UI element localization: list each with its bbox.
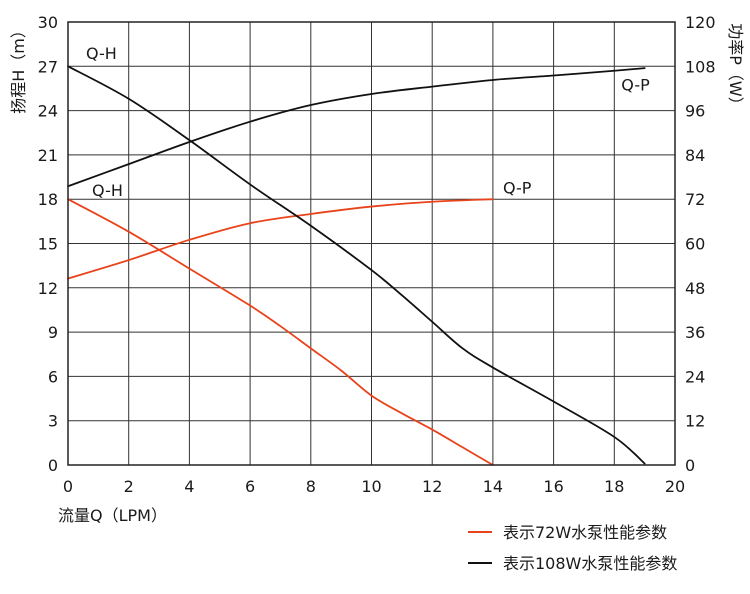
y-left-tick-label: 24 (38, 102, 58, 121)
y-right-tick-label: 84 (685, 146, 705, 165)
x-tick-label: 10 (361, 477, 381, 496)
series-line-qp-1 (67, 198, 494, 280)
series-line-qh-0 (67, 198, 494, 466)
plot-frame (67, 21, 676, 466)
y-right-tick-label: 96 (685, 102, 705, 121)
y-right-tick-label: 12 (685, 412, 705, 431)
y-left-tick-label: 15 (38, 235, 58, 254)
y-left-tick-label: 12 (38, 279, 58, 298)
y-right-tick-label: 24 (685, 367, 705, 386)
curve-label: Q-P (503, 179, 532, 198)
y-left-tick-label: 21 (38, 146, 58, 165)
x-tick-label: 2 (124, 477, 134, 496)
legend-label-108w: 表示108W水泵性能参数 (503, 554, 677, 573)
series-line-qh-2 (67, 65, 646, 465)
x-tick-label: 18 (604, 477, 624, 496)
curve-labels: Q-H Q-P Q-H Q-P (86, 44, 650, 200)
y-right-tick-label: 108 (685, 57, 716, 76)
y-right-tick-label: 36 (685, 323, 705, 342)
y-right-tick-label: 60 (685, 235, 705, 254)
x-tick-label: 0 (63, 477, 73, 496)
y-axis-left-label: 扬程H（m） (9, 22, 28, 114)
curve-label: Q-H (92, 181, 123, 200)
y-right-tick-label: 0 (685, 456, 695, 475)
y-axis-right-label: 功率P（W） (726, 23, 745, 112)
y-left-tick-label: 6 (48, 367, 58, 386)
y-left-tick-label: 0 (48, 456, 58, 475)
y-left-tick-label: 18 (38, 190, 58, 209)
y-right-tick-label: 72 (685, 190, 705, 209)
x-tick-label: 16 (543, 477, 563, 496)
x-tick-label: 20 (665, 477, 685, 496)
x-tick-label: 14 (483, 477, 503, 496)
series-line-qp-3 (67, 67, 646, 188)
x-tick-label: 6 (245, 477, 255, 496)
y-left-tick-label: 3 (48, 412, 58, 431)
legend: 表示72W水泵性能参数 表示108W水泵性能参数 (468, 523, 677, 573)
y-right-tick-label: 120 (685, 13, 716, 32)
y-left-tick-label: 30 (38, 13, 58, 32)
x-tick-label: 12 (422, 477, 442, 496)
series-lines (67, 65, 646, 466)
curve-label: Q-P (621, 75, 650, 94)
y-left-tick-label: 9 (48, 323, 58, 342)
tick-labels: 0 2 4 6 8 10 12 14 16 18 2003691215182124273001224… (38, 13, 716, 496)
y-right-tick-label: 48 (685, 279, 705, 298)
x-tick-label: 8 (306, 477, 316, 496)
x-axis-label: 流量Q（LPM） (58, 506, 167, 525)
x-tick-label: 4 (184, 477, 194, 496)
y-left-tick-label: 27 (38, 57, 58, 76)
legend-label-72w: 表示72W水泵性能参数 (503, 523, 667, 542)
curve-label: Q-H (86, 44, 117, 63)
